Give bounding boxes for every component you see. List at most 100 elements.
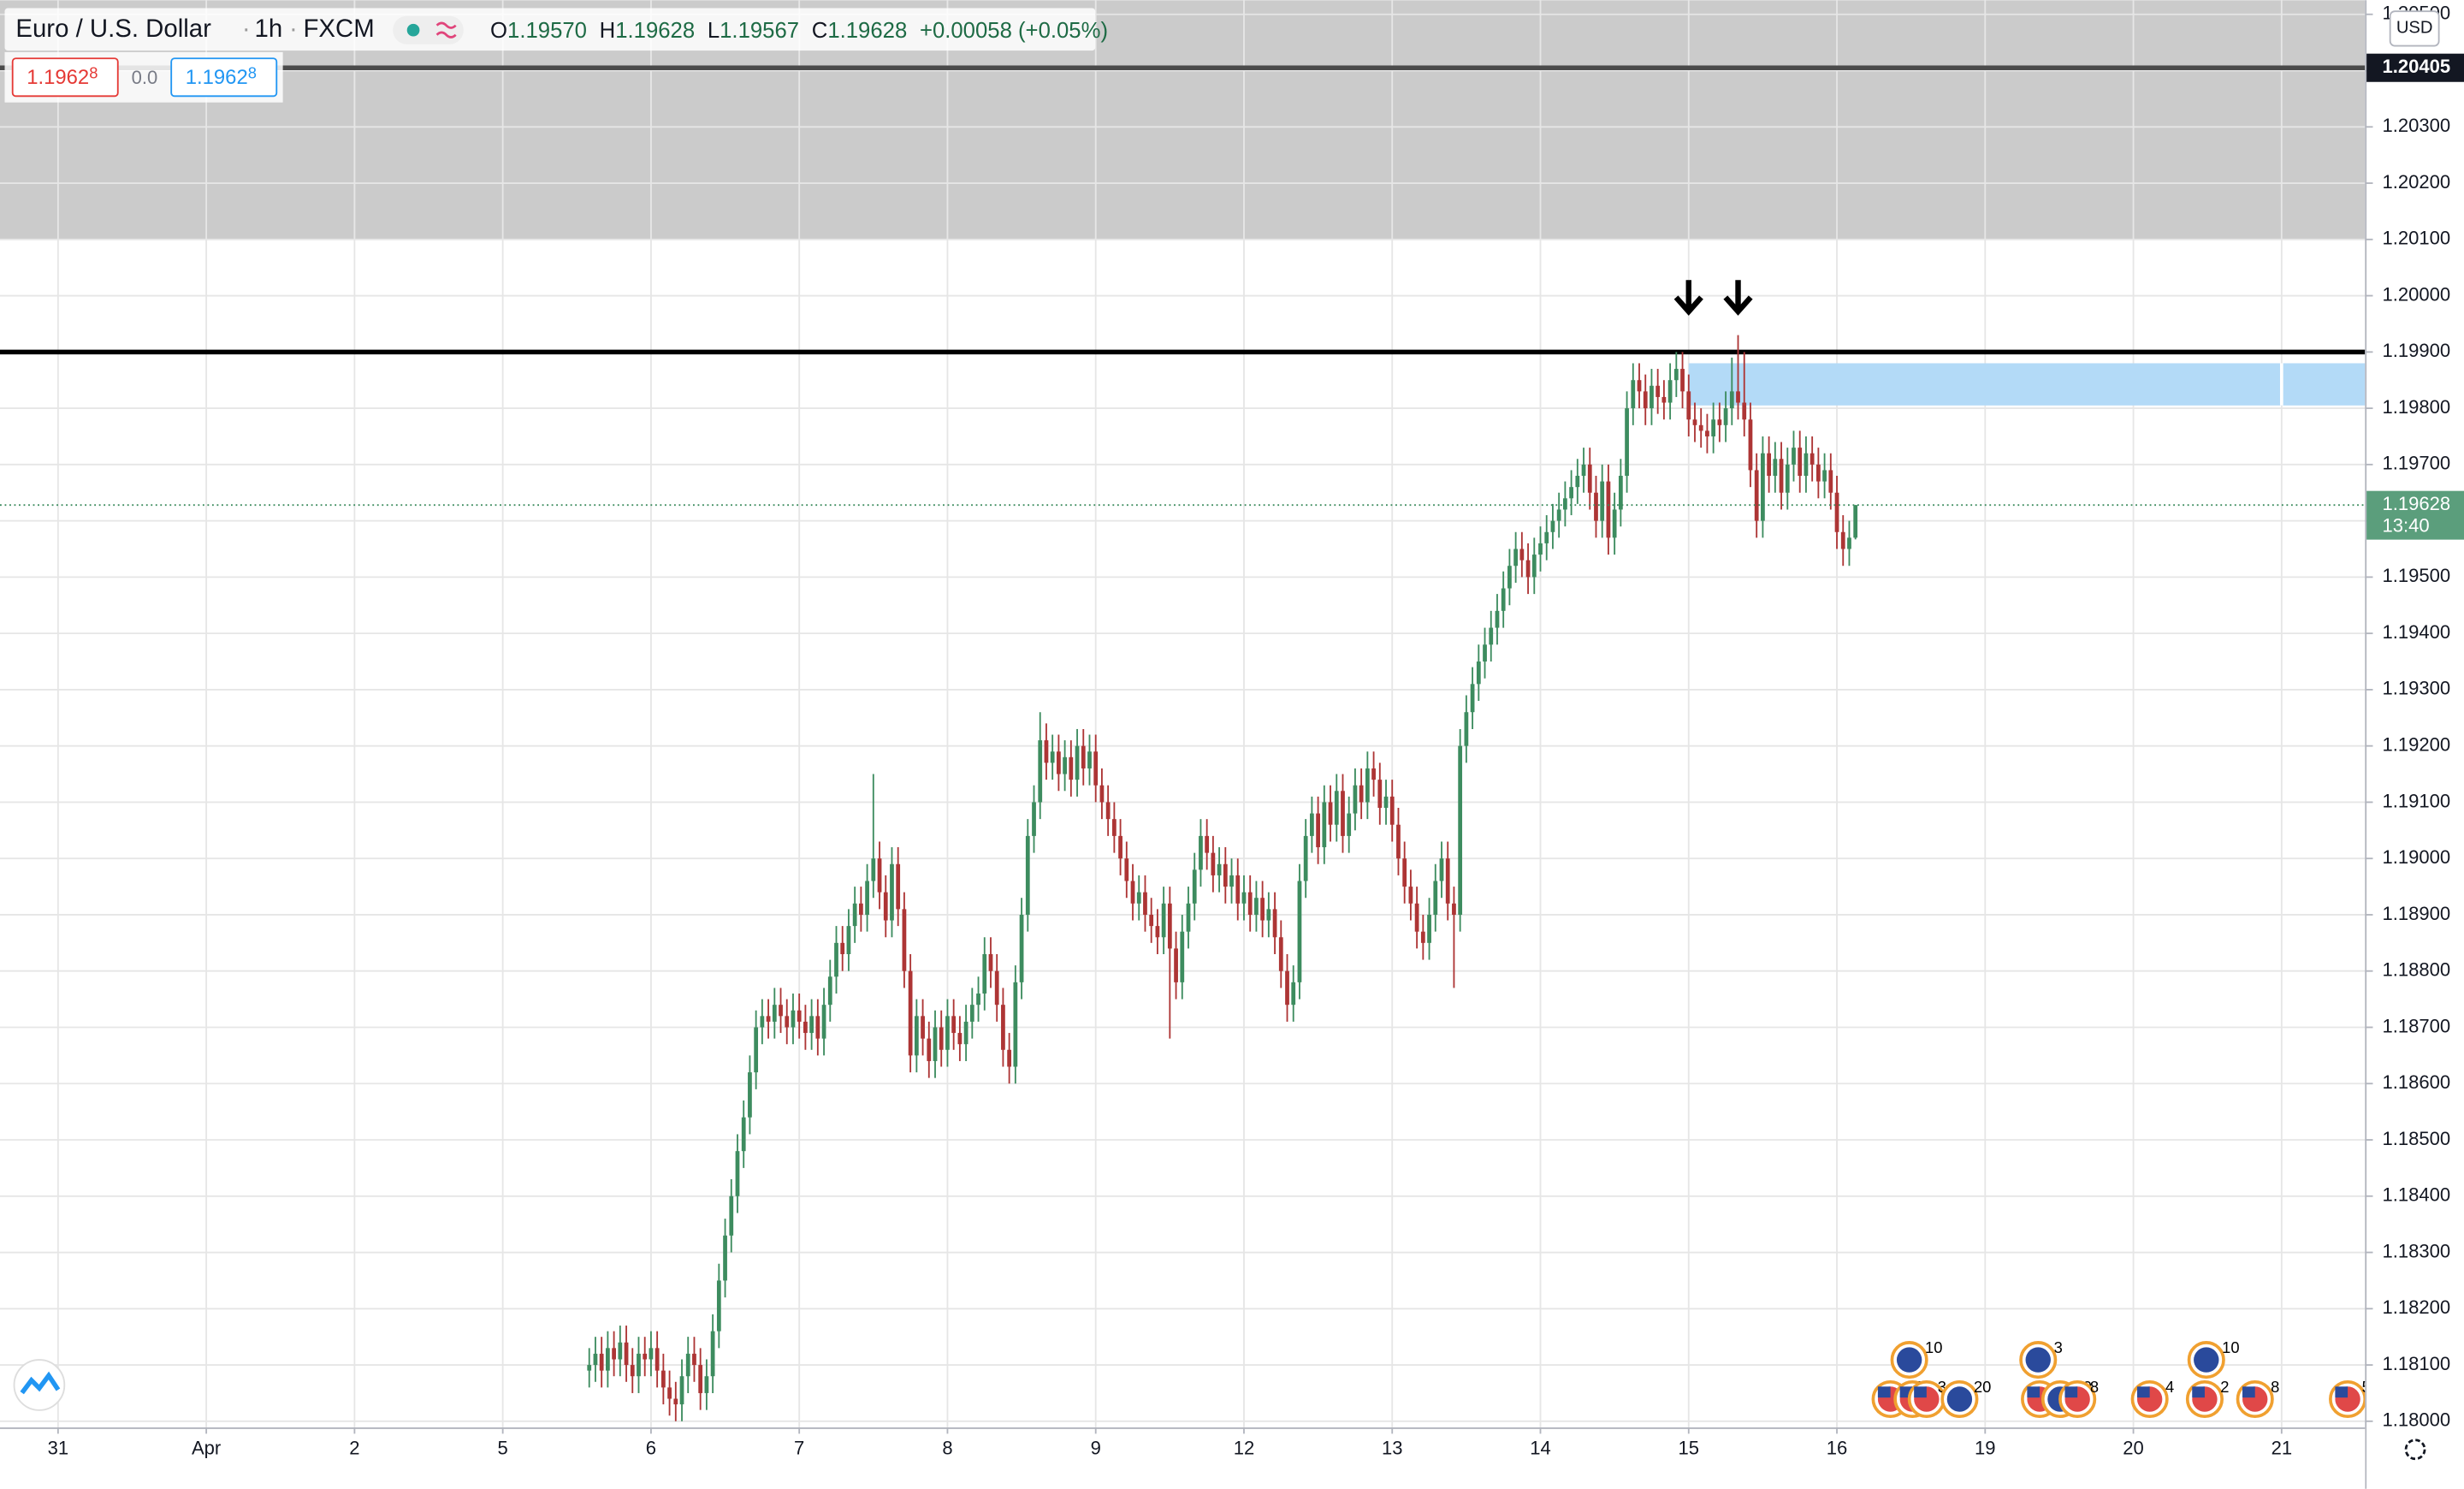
candle-body (809, 1016, 814, 1034)
candle-body (865, 881, 869, 915)
candle-body (890, 863, 894, 921)
candle-body (1427, 914, 1431, 943)
candle-body (896, 863, 901, 910)
candle-body (1810, 453, 1815, 465)
candle-body (1637, 380, 1642, 392)
candle-body (766, 1016, 771, 1022)
candle-body (827, 976, 832, 1006)
candle-body (1328, 802, 1333, 825)
candle-body (1032, 802, 1036, 836)
y-tick-label: 1.19900 (2382, 340, 2450, 361)
candle-body (1050, 751, 1055, 763)
candle-body (797, 1010, 802, 1022)
ohlc-value: 1.19628 (827, 19, 907, 43)
status-pill[interactable] (393, 15, 464, 44)
candle-body (1322, 802, 1327, 848)
event-icon[interactable]: 20 (1940, 1378, 1991, 1419)
candle-body (779, 1005, 783, 1017)
candle-body (1223, 863, 1228, 887)
bid-box[interactable] (11, 57, 119, 98)
candle-body (1594, 492, 1598, 521)
candle-body (1099, 785, 1105, 803)
candle-body (1359, 785, 1364, 803)
candle-body (1723, 408, 1728, 425)
candle-body (1365, 768, 1370, 803)
candle-body (1742, 402, 1747, 420)
candle-body (921, 1016, 925, 1039)
candle-body (1167, 903, 1172, 949)
currency-box[interactable] (2389, 10, 2440, 47)
candle-body (599, 1353, 604, 1371)
current-price-label-bg (2366, 490, 2464, 540)
event-count: 8 (2090, 1378, 2099, 1396)
y-tick-label: 1.19200 (2382, 733, 2450, 755)
event-icon[interactable]: 2 (2185, 1378, 2230, 1419)
candle-body (1001, 1005, 1005, 1050)
event-icon[interactable]: 10 (2187, 1338, 2240, 1379)
candle-body (1667, 380, 1673, 403)
candle-body (710, 1331, 715, 1377)
separator: · (242, 15, 251, 43)
candle-body (1389, 796, 1395, 825)
candle-body (593, 1353, 598, 1366)
candle-body (1155, 926, 1160, 938)
candle-body (1241, 892, 1247, 904)
candle-body (1192, 869, 1197, 904)
candle-body (698, 1365, 703, 1393)
event-flag-canton (1914, 1386, 1927, 1398)
candle-body (1199, 835, 1203, 870)
candle-body (1007, 1049, 1012, 1067)
candle-body (1180, 931, 1185, 982)
candle-body (729, 1195, 734, 1236)
event-count: 20 (1974, 1378, 1991, 1396)
candle-body (735, 1151, 740, 1196)
y-tick-label: 1.20300 (2382, 115, 2450, 136)
candle-body (1013, 982, 1018, 1067)
candle-body (716, 1280, 721, 1332)
candle-body (754, 1027, 759, 1073)
candle-body (840, 942, 845, 954)
candle-body (1767, 453, 1772, 477)
ohlc-key: L (708, 19, 720, 43)
candle-body (969, 1005, 974, 1022)
candle-body (803, 1021, 808, 1034)
candle-body (1174, 948, 1178, 982)
candle-body (649, 1348, 654, 1360)
candle-body (630, 1365, 635, 1377)
candle-body (1377, 780, 1383, 809)
candle-body (1347, 813, 1352, 836)
event-count: 3 (1938, 1378, 1946, 1396)
ask-box[interactable] (170, 57, 278, 98)
candle-body (1587, 464, 1592, 493)
candle-body (660, 1370, 666, 1388)
candle-body (951, 1016, 957, 1034)
source: FXCM (303, 15, 374, 43)
candle-body (1217, 863, 1222, 875)
x-tick-label: 7 (794, 1438, 804, 1459)
interval: 1h (255, 15, 283, 43)
candle-body (685, 1353, 690, 1377)
candle-body (1513, 549, 1519, 567)
y-tick-label: 1.18500 (2382, 1128, 2450, 1149)
candle-body (1625, 408, 1629, 477)
candle-body (1847, 537, 1851, 549)
candle-body (748, 1072, 752, 1118)
event-icon[interactable]: 4 (2130, 1378, 2174, 1419)
event-icon[interactable]: 8 (2058, 1378, 2099, 1419)
candle-body (1310, 813, 1314, 836)
event-icon[interactable]: 8 (2236, 1378, 2280, 1419)
candle-body (1470, 684, 1475, 713)
bid-small: 8 (89, 63, 98, 81)
event-icon[interactable]: 3 (2019, 1338, 2063, 1379)
candle-body (1303, 835, 1308, 881)
candle-body (1087, 751, 1092, 768)
y-tick-label: 1.19100 (2382, 790, 2450, 811)
settings-icon[interactable] (2404, 1439, 2426, 1461)
candle-body (654, 1348, 660, 1371)
candle-body (1519, 549, 1525, 561)
candle-body (1316, 813, 1320, 848)
candle-body (1297, 881, 1302, 982)
candle-body (1501, 588, 1506, 611)
event-icon[interactable]: 10 (1890, 1338, 1942, 1379)
